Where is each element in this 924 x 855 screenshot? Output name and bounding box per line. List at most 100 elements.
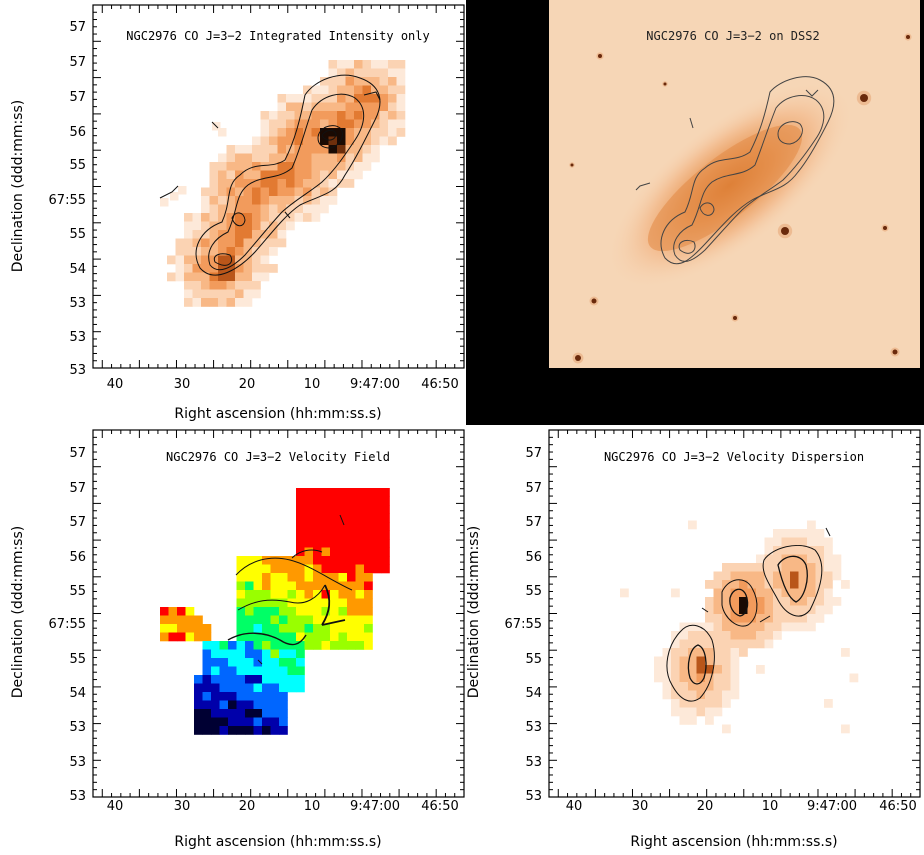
- map-pixel: [379, 60, 389, 69]
- map-pixel: [279, 717, 288, 727]
- axis-ticks: [92, 4, 465, 369]
- map-pixel: [815, 546, 825, 555]
- map-pixel: [688, 656, 697, 666]
- map-pixel: [194, 709, 203, 718]
- map-pixel: [243, 281, 253, 290]
- map-pixel: [781, 529, 791, 538]
- map-pixel: [730, 665, 740, 674]
- map-pixel: [252, 196, 261, 205]
- map-pixel: [320, 196, 329, 205]
- map-pixel: [313, 615, 322, 625]
- map-pixel: [347, 488, 356, 497]
- map-pixel: [304, 641, 314, 650]
- map-pixel: [705, 707, 714, 717]
- map-pixel: [347, 624, 356, 633]
- map-pixel: [236, 666, 246, 676]
- y-tick-label: 53: [69, 330, 86, 345]
- map-pixel: [372, 496, 382, 506]
- map-pixel: [286, 162, 295, 171]
- map-pixel: [371, 153, 380, 163]
- x-axis-title: Right ascension (hh:mm:ss.s): [174, 406, 381, 422]
- map-pixel: [226, 298, 236, 307]
- map-pixel: [781, 614, 791, 623]
- map-pixel: [321, 598, 331, 608]
- map-pixel: [209, 247, 219, 256]
- map-pixel: [277, 94, 287, 103]
- map-pixel: [253, 666, 263, 676]
- map-pixel: [739, 648, 748, 657]
- y-tick-label: 53: [69, 789, 86, 804]
- map-pixel: [798, 605, 808, 615]
- map-pixel: [209, 187, 219, 197]
- map-pixel: [330, 505, 339, 514]
- map-pixel: [228, 717, 237, 727]
- map-pixel: [355, 496, 365, 506]
- map-pixel: [209, 213, 219, 222]
- map-pixel: [372, 564, 382, 574]
- map-pixel: [671, 673, 680, 683]
- map-pixel: [218, 213, 227, 222]
- map-pixel: [381, 513, 390, 523]
- map-pixel: [245, 709, 254, 718]
- map-pixel: [304, 624, 314, 633]
- map-pixel: [262, 726, 271, 735]
- map-pixel: [807, 554, 816, 564]
- map-pixel: [739, 580, 748, 589]
- map-pixel: [364, 607, 373, 616]
- map-pixel: [815, 614, 825, 623]
- map-pixel: [313, 488, 322, 497]
- map-pixel: [313, 632, 322, 642]
- map-pixel: [279, 700, 288, 710]
- map-pixel: [313, 530, 322, 540]
- map-pixel: [262, 649, 271, 659]
- map-pixel: [747, 614, 757, 623]
- map-pixel: [381, 539, 390, 548]
- map-pixel: [662, 648, 672, 657]
- map-pixel: [277, 153, 287, 163]
- map-pixel: [379, 68, 389, 78]
- map-pixel: [798, 571, 808, 581]
- map-pixel: [277, 145, 287, 154]
- map-pixel: [260, 128, 270, 137]
- map-pixel: [279, 658, 288, 667]
- map-pixel: [226, 255, 236, 265]
- map-pixel: [713, 699, 723, 708]
- map-pixel: [688, 622, 697, 632]
- map-pixel: [337, 179, 346, 188]
- map-pixel: [320, 204, 329, 214]
- map-pixel: [303, 102, 312, 112]
- map-pixel: [781, 571, 791, 581]
- map-pixel: [764, 563, 774, 572]
- map-pixel: [311, 196, 321, 205]
- map-pixel: [177, 615, 186, 625]
- map-pixel: [347, 632, 356, 642]
- map-pixel: [311, 136, 321, 146]
- map-pixel: [168, 632, 178, 642]
- map-pixel: [756, 563, 765, 572]
- map-pixel: [841, 724, 850, 734]
- map-pixel: [226, 247, 236, 256]
- y-tick-label: 53: [69, 720, 86, 735]
- map-pixel: [773, 554, 782, 564]
- map-pixel: [696, 707, 706, 717]
- map-pixel: [354, 153, 363, 163]
- map-pixel: [269, 145, 278, 154]
- map-pixel: [286, 128, 295, 137]
- map-pixel: [321, 496, 331, 506]
- star: [883, 226, 887, 230]
- map-pixel: [218, 281, 227, 290]
- map-pixel: [202, 658, 212, 667]
- map-pixel: [355, 581, 365, 591]
- map-pixel: [252, 145, 261, 154]
- map-pixel: [364, 496, 373, 506]
- map-pixel: [175, 247, 185, 256]
- map-pixel: [654, 673, 663, 683]
- map-pixel: [202, 709, 212, 718]
- map-pixel: [294, 204, 304, 214]
- map-pixel: [236, 700, 246, 710]
- map-pixel: [345, 170, 355, 180]
- map-pixel: [362, 119, 372, 129]
- map-pixel: [381, 564, 390, 574]
- map-pixel: [168, 615, 178, 625]
- map-pixel: [321, 607, 331, 616]
